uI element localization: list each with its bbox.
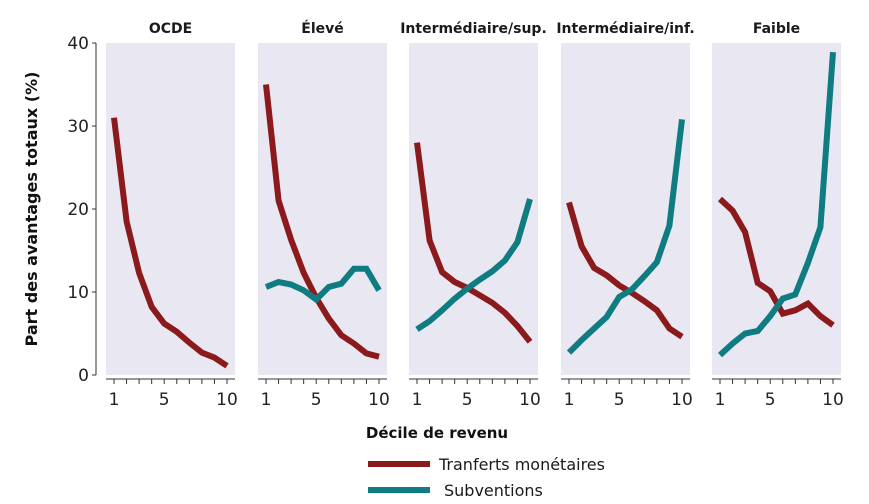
x-tick-label: 5 [159,390,170,410]
series-line-transfers [414,142,533,344]
series-line-transfers [111,117,229,369]
x-axis-label: Décile de revenu [366,424,508,442]
y-axis-label: Part des avantages totaux (%) [22,72,41,347]
panel-title: Intermédiaire/sup. [400,21,547,37]
legend-label-transfers: Tranferts monétaires [438,455,605,474]
x-tick-label: 1 [109,390,120,410]
panel-title: Intermédiaire/inf. [556,21,694,37]
panel-title: OCDE [149,21,192,37]
x-tick-label: 5 [311,390,322,410]
x-tick-label: 10 [822,390,844,410]
x-tick-label: 5 [614,390,625,410]
y-tick-label: 20 [67,200,89,220]
x-tick-label: 10 [216,390,238,410]
x-tick-label: 1 [564,390,575,410]
series-line-subsidies [415,198,533,332]
x-tick-label: 1 [715,390,726,410]
series-line-subsidies [566,119,685,355]
y-tick-label: 40 [67,34,89,54]
x-tick-label: 5 [462,390,473,410]
x-tick-label: 1 [261,390,272,410]
panel-title: Faible [753,21,800,37]
x-tick-label: 5 [765,390,776,410]
panel-title: Élevé [301,20,343,37]
x-tick-label: 10 [368,390,390,410]
panel-background [258,43,387,375]
y-tick-label: 10 [67,283,89,303]
series-line-subsidies [264,265,382,304]
series-line-subsidies [717,51,836,358]
y-tick-label: 0 [78,366,89,386]
x-tick-label: 10 [671,390,693,410]
series-line-transfers [263,84,380,360]
legend-label-subsidies: Subventions [444,481,543,500]
x-tick-label: 10 [519,390,541,410]
y-tick-label: 30 [67,117,89,137]
series-line-transfers [566,201,684,340]
x-tick-label: 1 [412,390,423,410]
